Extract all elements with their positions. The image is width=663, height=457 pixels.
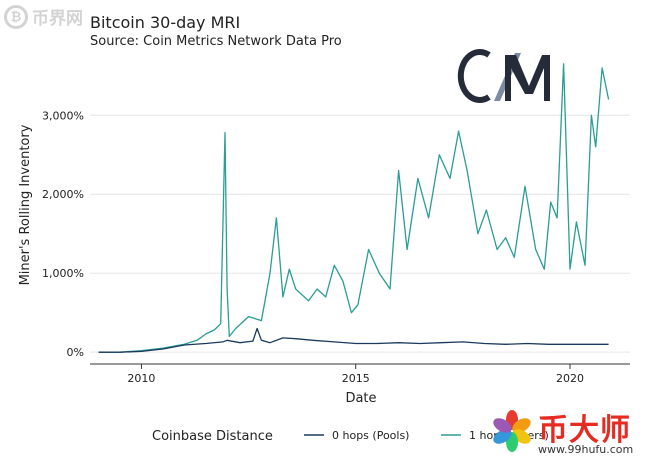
x-axis-label: Date (345, 391, 376, 406)
y-tick-label: 1,000% (42, 267, 84, 280)
y-axis-label: Miner's Rolling Inventory (18, 124, 33, 285)
y-axis-ticks: 0% 1,000% 2,000% 3,000% (42, 109, 84, 359)
watermark-text: 币界网 (32, 9, 83, 29)
watermark-url: www.99hufu.com (538, 443, 634, 456)
legend: Coinbase Distance 0 hops (Pools)1 hop (M… (152, 429, 549, 444)
y-tick-label: 0% (67, 346, 84, 359)
watermark-brand: 币大师 (538, 413, 631, 448)
chart-subtitle: Source: Coin Metrics Network Data Pro (90, 34, 342, 49)
watermark-bottom-right: 币大师 www.99hufu.com (488, 405, 660, 456)
y-tick-label: 3,000% (42, 109, 84, 122)
y-tick-label: 2,000% (42, 188, 84, 201)
watermark-top-left: ₿ 币界网 (4, 4, 83, 29)
x-axis-ticks: 2010 2015 2020 (127, 364, 584, 385)
coin-icon: ₿ (4, 4, 28, 29)
legend-title: Coinbase Distance (152, 429, 273, 444)
x-tick-label: 2010 (127, 372, 155, 385)
x-tick-label: 2015 (342, 372, 370, 385)
gridlines (90, 114, 630, 353)
legend-label: 0 hops (Pools) (332, 429, 409, 442)
series-lines (98, 63, 610, 353)
series-line-0 (98, 327, 609, 353)
chart-title: Bitcoin 30-day MRI (90, 13, 240, 32)
series-line-1 (98, 63, 610, 353)
coin-metrics-logo (457, 49, 550, 103)
flower-logo-icon (488, 407, 536, 455)
x-tick-label: 2020 (556, 372, 584, 385)
